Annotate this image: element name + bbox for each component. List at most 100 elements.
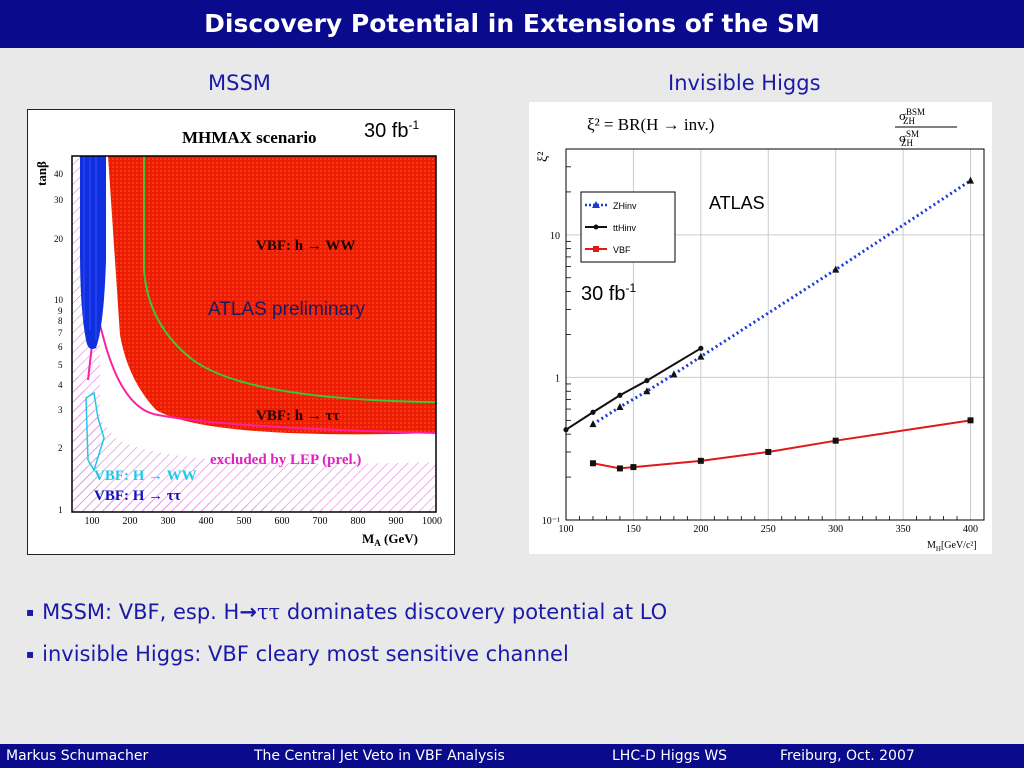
legend-label: ZHinv — [613, 201, 637, 211]
bullet-list: ▪ MSSM: VBF, esp. H→ττ dominates discove… — [26, 600, 667, 684]
data-point — [643, 387, 651, 395]
ytick: 9 — [58, 306, 63, 316]
ytick: 5 — [58, 360, 63, 370]
red-discovery-region — [108, 156, 436, 435]
mssm-y-axis-label: tanβ — [34, 161, 49, 186]
bullet-item: ▪ MSSM: VBF, esp. H→ττ dominates discove… — [26, 600, 667, 624]
data-point — [616, 465, 623, 472]
ytick: 40 — [54, 169, 64, 179]
label-H-ww: VBF: H → WW — [94, 468, 197, 484]
green-contour — [143, 156, 437, 403]
xtick: 500 — [237, 516, 252, 527]
xtick: 150 — [626, 524, 641, 535]
footer-place: Freiburg, Oct. 2007 — [780, 748, 915, 764]
label-H-tautau: VBF: H → ττ — [94, 488, 181, 504]
legend: ZHinv ttHinv VBF — [580, 191, 676, 263]
legend-label: VBF — [613, 245, 631, 255]
ytick: 30 — [54, 195, 64, 205]
rplot-x-axis-label: MH[GeV/c²] — [927, 540, 977, 553]
mssm-lumi: 30 fb-1 — [364, 118, 419, 142]
xtick: 300 — [828, 524, 843, 535]
blue-region — [80, 156, 106, 349]
xtick: 100 — [85, 516, 100, 527]
formula-lhs: ξ² = BR(H → inv.) — [587, 115, 714, 134]
bullet-text: MSSM: VBF, esp. H→ττ dominates discovery… — [42, 600, 668, 624]
xtick: 400 — [199, 516, 214, 527]
formula-denominator: σSM ZH — [899, 129, 919, 148]
legend-label: ttHinv — [613, 223, 637, 233]
mssm-x-axis-label: MA (GeV) — [362, 531, 418, 548]
heading-mssm: MSSM — [208, 71, 271, 95]
xtick: 900 — [389, 516, 404, 527]
ytick: 10⁻¹ — [542, 516, 560, 527]
data-point — [616, 403, 624, 411]
mssm-plot-title: MHMAX scenario — [182, 128, 317, 147]
ytick: 2 — [58, 443, 63, 453]
xtick: 100 — [559, 524, 574, 535]
atlas-label: ATLAS — [709, 193, 765, 213]
ytick: 10 — [54, 295, 64, 305]
data-point — [630, 464, 637, 471]
footer-bar: Markus Schumacher The Central Jet Veto i… — [0, 744, 1024, 768]
label-h-tautau: VBF: h → ττ — [256, 408, 340, 424]
invisible-higgs-plot-panel: ξ² = BR(H → inv.) σBSM ZH σSM ZH 100 150 200… — [529, 102, 992, 554]
mssm-plot-panel: 40 30 20 10 9 8 7 6 5 4 3 2 1 100 200 30… — [27, 109, 455, 555]
data-point — [617, 392, 623, 398]
xtick: 250 — [761, 524, 776, 535]
xtick: 300 — [161, 516, 176, 527]
xtick: 200 — [123, 516, 138, 527]
data-point — [967, 417, 974, 424]
data-point — [765, 448, 772, 455]
mssm-y-ticks: 40 30 20 10 9 8 7 6 5 4 3 2 1 — [54, 169, 64, 515]
data-point — [832, 265, 840, 273]
bullet-item: ▪ invisible Higgs: VBF cleary most sensi… — [26, 642, 667, 666]
atlas-preliminary: ATLAS preliminary — [208, 299, 365, 320]
ytick: 4 — [58, 380, 63, 390]
ytick: 3 — [58, 405, 63, 415]
rplot-y-axis-label: ξ² — [536, 152, 551, 162]
data-point — [697, 457, 704, 464]
data-point — [563, 427, 569, 433]
mssm-plot: 40 30 20 10 9 8 7 6 5 4 3 2 1 100 200 30… — [34, 118, 443, 548]
rplot-lumi: 30 fb-1 — [581, 281, 636, 305]
ytick: 10 — [550, 231, 560, 242]
xtick: 800 — [351, 516, 366, 527]
label-lep-excluded: excluded by LEP (prel.) — [210, 452, 361, 468]
ytick: 1 — [58, 505, 63, 515]
data-point — [832, 437, 839, 444]
invisible-higgs-axes: 100 150 200 250 300 350 400 10⁻¹ 1 10 — [542, 148, 978, 535]
bullet-marker: ▪ — [26, 605, 35, 619]
bullet-marker: ▪ — [26, 647, 35, 661]
xtick: 400 — [963, 524, 978, 535]
ytick: 20 — [54, 234, 64, 244]
data-point — [698, 345, 704, 351]
data-point — [590, 409, 596, 415]
footer-author: Markus Schumacher — [6, 748, 149, 764]
xtick: 600 — [275, 516, 290, 527]
data-point — [967, 176, 975, 184]
bullet-text: invisible Higgs: VBF cleary most sensiti… — [42, 642, 569, 666]
footer-talk: The Central Jet Veto in VBF Analysis — [254, 748, 505, 764]
ytick: 7 — [58, 328, 63, 338]
xtick: 350 — [896, 524, 911, 535]
data-point — [697, 352, 705, 360]
slide-title: Discovery Potential in Extensions of the… — [0, 0, 1024, 48]
heading-invisible-higgs: Invisible Higgs — [668, 71, 821, 95]
footer-workshop: LHC-D Higgs WS — [612, 748, 728, 764]
ytick: 6 — [58, 342, 63, 352]
invisible-higgs-series — [563, 176, 975, 472]
data-point — [644, 377, 650, 384]
ytick: 1 — [555, 373, 560, 384]
data-point — [670, 370, 678, 378]
ytick: 8 — [58, 316, 63, 326]
formula-numerator: σBSM ZH — [899, 107, 925, 126]
mssm-x-ticks: 100 200 300 400 500 600 700 800 900 1000 — [85, 516, 443, 527]
magenta-contour — [87, 309, 437, 434]
data-point — [589, 420, 597, 428]
data-point — [589, 460, 596, 467]
invisible-higgs-plot: ξ² = BR(H → inv.) σBSM ZH σSM ZH 100 150 200… — [536, 107, 985, 553]
xtick: 700 — [313, 516, 328, 527]
label-h-ww: VBF: h → WW — [256, 238, 355, 254]
cyan-contour — [85, 391, 105, 472]
xtick: 1000 — [422, 516, 442, 527]
